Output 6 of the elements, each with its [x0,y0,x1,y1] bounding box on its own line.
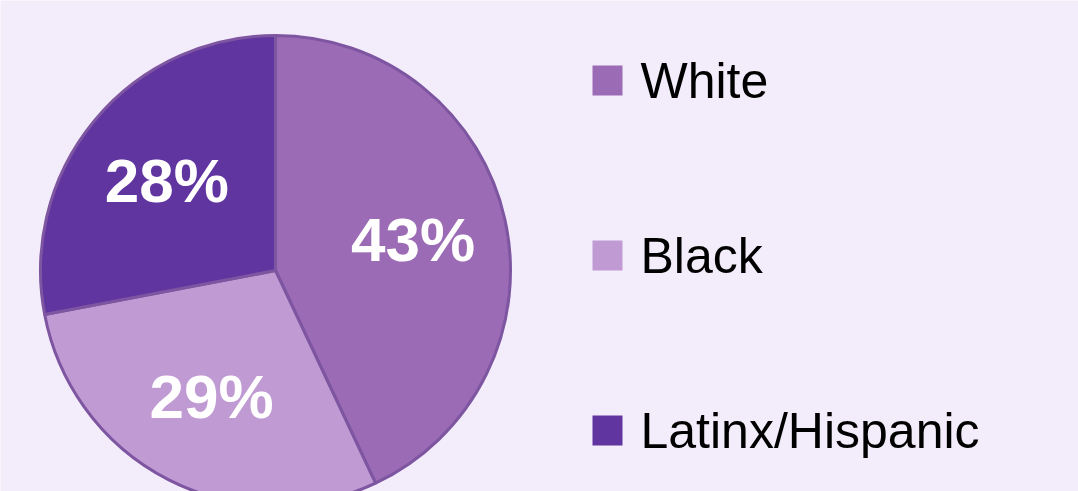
data-label: 43% [351,205,476,275]
legend-label: Latinx/Hispanic [640,402,980,459]
legend-label: Black [640,227,764,284]
legend-label: White [640,52,769,109]
data-label: 29% [149,361,274,431]
data-label: 28% [104,146,229,216]
